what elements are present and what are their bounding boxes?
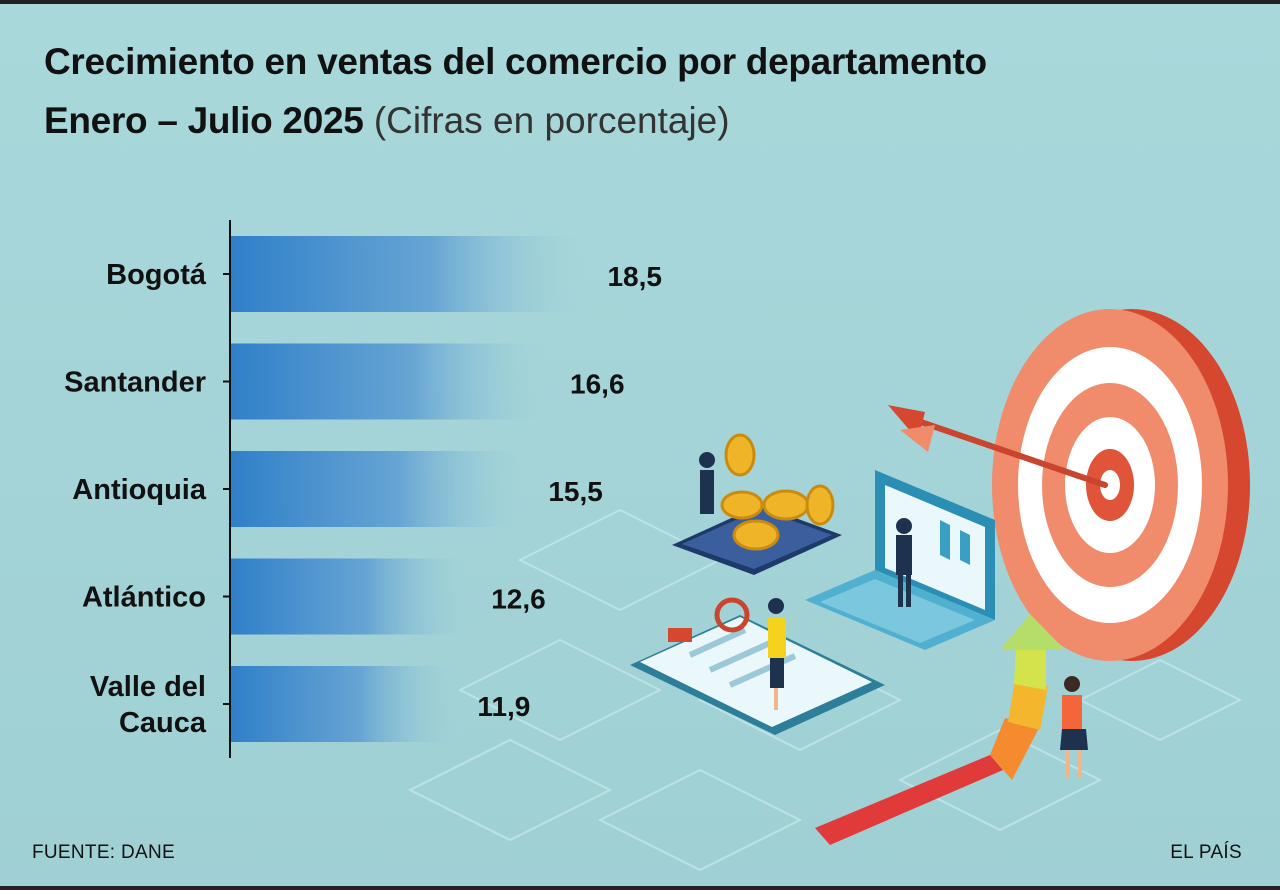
bar-4 — [231, 666, 466, 742]
bottom-rule — [0, 886, 1280, 890]
category-label-4-line-1: Cauca — [119, 707, 207, 739]
category-label-2: Antioquia — [72, 474, 207, 506]
category-label-1: Santander — [64, 367, 206, 399]
ticks-layer — [223, 273, 231, 705]
target-illustration — [888, 309, 1250, 661]
category-labels: Bogotá Santander Antioquia Atlántico Valle d… — [64, 259, 207, 739]
category-label-0: Bogotá — [106, 259, 207, 291]
chart-subtitle: Enero – Julio 2025 (Cifras en porcentaje… — [44, 98, 730, 144]
value-label-1: 16,6 — [570, 369, 625, 400]
value-labels: 18,5 16,6 15,5 12,6 11,9 — [477, 261, 662, 722]
document-illustration — [630, 597, 885, 735]
chart-title: Crecimiento en ventas del comercio por d… — [44, 41, 987, 82]
category-label-4-line-0: Valle del — [90, 671, 206, 703]
value-label-2: 15,5 — [548, 476, 603, 507]
subtitle-units: (Cifras en porcentaje) — [373, 100, 730, 141]
publisher-brand: EL PAÍS — [1170, 842, 1242, 863]
bar-0 — [231, 236, 596, 312]
subtitle-period: Enero – Julio 2025 — [44, 100, 364, 141]
bar-3 — [231, 558, 480, 635]
bar-2 — [231, 451, 537, 527]
value-label-4: 11,9 — [477, 691, 530, 722]
growth-arrow-illustration — [815, 614, 1088, 845]
value-label-0: 18,5 — [607, 261, 662, 292]
laptop-illustration — [805, 470, 995, 650]
value-label-3: 12,6 — [491, 584, 545, 615]
bars-layer — [231, 236, 596, 742]
top-rule — [0, 0, 1280, 4]
bar-1 — [231, 343, 559, 420]
coins-illustration — [672, 433, 842, 575]
source-note: FUENTE: DANE — [32, 842, 175, 863]
category-label-3: Atlántico — [82, 582, 206, 614]
